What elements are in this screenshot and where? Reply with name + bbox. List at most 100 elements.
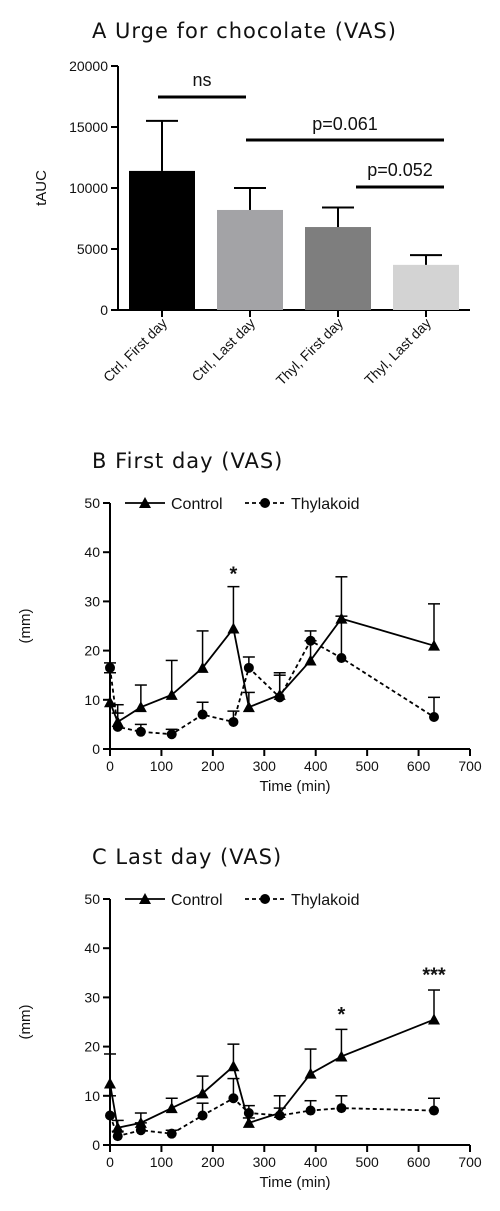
- panel-c-y-tick-label: 30: [84, 989, 100, 1005]
- panel-b-title: B First day (VAS): [92, 449, 283, 473]
- panel-b-point: [105, 662, 115, 673]
- panel-c-point: [243, 1108, 254, 1119]
- panel-c-point: [228, 1093, 239, 1104]
- panel-b-point: [336, 652, 347, 663]
- panel-c-x-tick-label: 600: [407, 1154, 431, 1170]
- panel-a-y-tick-label: 15000: [69, 119, 108, 135]
- panel-b-point: [166, 729, 177, 740]
- panel-c: C Last day (VAS) (mm) Time (min) 0 10 20 30 40 5…: [17, 845, 482, 1191]
- panel-b-y-tick-label: 40: [84, 544, 100, 560]
- panel-b-point: [228, 716, 239, 727]
- panel-b-point: [197, 709, 208, 720]
- panel-c-point: [197, 1110, 208, 1121]
- panel-c-legend-marker: [260, 894, 270, 904]
- panel-b-x-tick-label: 700: [458, 758, 482, 774]
- panel-c-legend-label: Thylakoid: [291, 892, 359, 909]
- panel-b-point: [274, 692, 285, 703]
- panel-a-x-tick-label: Ctrl, Last day: [188, 315, 258, 385]
- panel-a-y-tick-label: 20000: [69, 58, 108, 74]
- panel-a-significance-label: p=0.061: [312, 114, 378, 134]
- panel-c-x-tick-label: 700: [458, 1154, 482, 1170]
- panel-a: A Urge for chocolate (VAS) tAUC 0 5000 10000…: [33, 19, 470, 388]
- panel-b-y-tick-label: 0: [92, 741, 100, 757]
- panel-a-bar: [393, 264, 459, 310]
- panel-a-significance-label: ns: [192, 70, 211, 90]
- panel-c-point: [335, 1050, 348, 1062]
- panel-c-significance-star: *: [338, 1004, 346, 1026]
- panel-b-significance-star: *: [230, 564, 238, 586]
- panel-c-point: [429, 1105, 439, 1116]
- panel-b-point: [428, 639, 440, 651]
- panel-c-y-tick-label: 10: [84, 1088, 100, 1104]
- panel-c-point: [104, 1077, 116, 1089]
- panel-c-x-axis-label: Time (min): [259, 1174, 330, 1191]
- panel-c-point: [165, 1102, 178, 1114]
- panel-a-bar: [217, 209, 283, 310]
- panel-c-point: [166, 1128, 177, 1139]
- panel-a-bar: [305, 227, 371, 310]
- panel-c-series-line: [109, 1018, 435, 1129]
- panel-b-point: [305, 635, 316, 646]
- panel-c-point: [428, 1013, 440, 1025]
- panel-c-x-tick-label: 300: [253, 1154, 277, 1170]
- panel-c-point: [304, 1067, 317, 1079]
- panel-c-legend-label: Control: [171, 892, 223, 909]
- panel-a-x-tick-label: Thyl, First day: [273, 315, 346, 388]
- panel-c-point: [227, 1060, 240, 1072]
- panel-b-point: [227, 622, 240, 634]
- panel-b: B First day (VAS) (mm) Time (min) 0 10 20 30 40…: [17, 449, 482, 795]
- panel-b-series-line: [109, 639, 435, 736]
- panel-a-x-tick-label: Ctrl, First day: [100, 315, 170, 385]
- panel-c-y-axis-label: (mm): [17, 1005, 34, 1040]
- panel-a-y-tick-label: 0: [100, 302, 108, 318]
- panel-c-y-tick-label: 20: [84, 1039, 100, 1055]
- panel-a-y-tick-label: 5000: [77, 241, 108, 257]
- panel-c-point: [274, 1110, 285, 1121]
- panel-b-y-tick-label: 30: [84, 593, 100, 609]
- panel-a-y-axis-label: tAUC: [33, 170, 50, 206]
- panel-c-y-tick-label: 50: [84, 891, 100, 907]
- panel-c-y-tick-label: 0: [92, 1137, 100, 1153]
- panel-b-x-tick-label: 500: [355, 758, 379, 774]
- panel-b-legend-marker: [139, 497, 151, 508]
- panel-b-point: [135, 726, 146, 737]
- panel-b-legend-label: Thylakoid: [291, 496, 359, 513]
- panel-c-point: [336, 1103, 347, 1114]
- panel-b-x-tick-label: 200: [201, 758, 225, 774]
- panel-b-point: [196, 661, 209, 673]
- panel-c-point: [112, 1131, 123, 1142]
- panel-c-x-tick-label: 200: [201, 1154, 225, 1170]
- panel-b-point: [304, 654, 317, 666]
- panel-a-y-tick-label: 10000: [69, 180, 108, 196]
- panel-b-y-tick-label: 10: [84, 692, 100, 708]
- panel-c-title: C Last day (VAS): [92, 845, 282, 869]
- panel-c-legend-marker: [139, 893, 151, 904]
- panel-c-x-tick-label: 500: [355, 1154, 379, 1170]
- panel-b-x-tick-label: 600: [407, 758, 431, 774]
- panel-a-bar: [129, 170, 195, 310]
- panel-b-y-tick-label: 50: [84, 495, 100, 511]
- panel-c-x-tick-label: 100: [150, 1154, 174, 1170]
- panel-b-y-tick-label: 20: [84, 643, 100, 659]
- panel-c-point: [135, 1125, 146, 1136]
- panel-b-point: [134, 701, 147, 713]
- panel-b-x-tick-label: 400: [304, 758, 328, 774]
- panel-b-point: [243, 662, 254, 673]
- panel-b-x-tick-label: 0: [106, 758, 114, 774]
- panel-b-point: [242, 701, 255, 713]
- panel-b-legend-marker: [260, 498, 270, 508]
- panel-c-point: [196, 1087, 209, 1099]
- panel-a-title: A Urge for chocolate (VAS): [92, 19, 397, 43]
- panel-b-point: [429, 712, 439, 723]
- panel-b-y-axis-label: (mm): [17, 609, 34, 644]
- panel-b-legend-label: Control: [171, 496, 223, 513]
- panel-c-x-tick-label: 400: [304, 1154, 328, 1170]
- panel-c-significance-star: ***: [422, 965, 446, 987]
- panel-c-series-line: [109, 1097, 435, 1138]
- panel-b-point: [165, 688, 178, 700]
- panel-a-x-tick-label: Thyl, Last day: [361, 315, 434, 388]
- panel-c-point: [305, 1105, 316, 1116]
- panel-c-x-tick-label: 0: [106, 1154, 114, 1170]
- panel-c-y-tick-label: 40: [84, 940, 100, 956]
